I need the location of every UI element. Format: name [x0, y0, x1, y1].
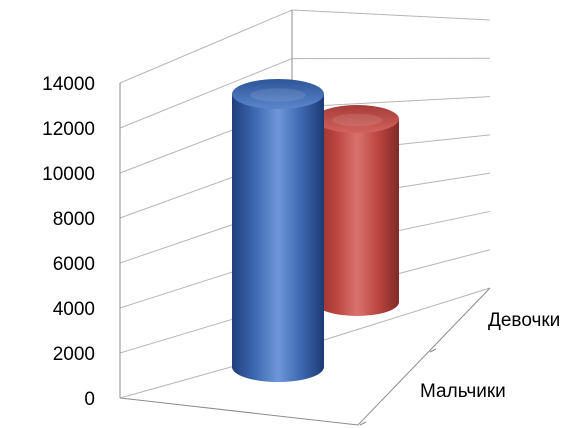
y-tick-label: 10000 [42, 164, 95, 185]
y-tick-label: 0 [84, 389, 95, 410]
category-tick [359, 421, 367, 426]
category-labels: Мальчики Девочки [420, 310, 560, 402]
bar-девочки [315, 105, 399, 316]
y-tick-label: 2000 [53, 344, 95, 365]
bars [232, 79, 399, 382]
category-label: Мальчики [420, 381, 506, 402]
y-tick-label: 4000 [53, 299, 95, 320]
y-tick-label: 8000 [53, 209, 95, 230]
category-tick [429, 348, 437, 353]
gridline [119, 9, 491, 84]
bar-мальчики [232, 79, 324, 382]
y-tick-label: 14000 [42, 74, 95, 95]
y-tick-label: 12000 [42, 119, 95, 140]
category-label: Девочки [488, 310, 560, 331]
y-tick-label: 6000 [53, 254, 95, 275]
floor-edge [119, 287, 491, 426]
y-axis-tick-labels: 0 2000 4000 6000 8000 10000 12000 14000 [42, 74, 95, 410]
